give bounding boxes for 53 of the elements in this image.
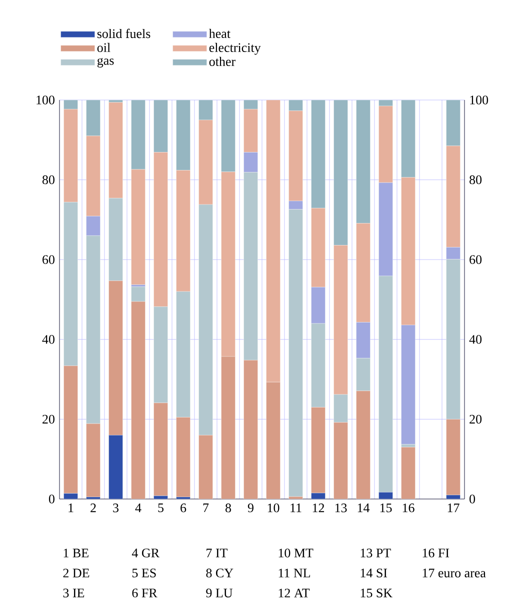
y2-tick-label: 0: [469, 494, 475, 504]
legend-label: heat: [208, 28, 230, 38]
text: 2 DE: [63, 568, 89, 578]
legend-label: electricity: [209, 42, 261, 55]
x-tick-label: 1: [68, 504, 73, 512]
x-tick-label: 12: [312, 504, 324, 512]
text: 4 GR: [132, 548, 160, 558]
x-tick-label: 6: [180, 504, 186, 512]
text: 17 euro area: [422, 568, 486, 578]
y2-tick-label: 60: [469, 255, 482, 264]
y-tick-label: 0: [48, 494, 54, 504]
text: 13 PT: [360, 548, 391, 558]
x-tick-label: 16: [402, 504, 414, 512]
text: 6 FR: [132, 588, 158, 598]
y-tick-label: 80: [42, 175, 54, 184]
text: 16 FI: [422, 548, 449, 558]
text: 12 AT: [278, 588, 310, 598]
bar: [400, 447, 416, 500]
x-tick-label: 15: [380, 504, 392, 512]
y-tick-label: 40: [42, 335, 54, 344]
legend-label: oil: [97, 42, 110, 52]
text: 5 ES: [132, 568, 156, 578]
x-tick-label: 14: [358, 504, 370, 512]
x-tick-label: 5: [158, 504, 164, 512]
y2-tick-label: 20: [469, 414, 482, 424]
legend-label: solid fuels: [97, 28, 150, 38]
x-tick-label: 7: [203, 504, 208, 512]
text: 8 CY: [206, 568, 233, 578]
text: 1 BE: [64, 548, 88, 558]
text: 10 MT: [278, 548, 313, 558]
y2-tick-label: 100: [470, 96, 488, 104]
text: 11 NL: [278, 568, 310, 578]
x-tick-label: 17: [448, 504, 460, 512]
x-tick-label: 9: [248, 504, 254, 512]
text: 3 IE: [63, 588, 84, 598]
x-tick-label: 13: [335, 504, 346, 512]
x-tick-label: 8: [225, 504, 231, 512]
y-tick-label: 20: [42, 414, 54, 424]
text: 7 IT: [206, 548, 228, 558]
x-tick-label: 11: [290, 504, 301, 512]
text: 15 SK: [360, 588, 392, 598]
legend-label: other: [209, 56, 236, 66]
text: 9 LU: [206, 588, 232, 598]
text: 14 SI: [360, 568, 387, 578]
y2-tick-label: 40: [469, 335, 482, 344]
y2-tick-label: 80: [469, 175, 482, 184]
x-tick-label: 10: [268, 504, 279, 512]
legend-label: gas: [97, 58, 114, 68]
x-tick-label: 2: [90, 504, 96, 512]
y-tick-label: 60: [42, 255, 54, 264]
x-tick-label: 4: [135, 504, 142, 512]
x-tick-label: 3: [112, 504, 118, 512]
y-tick-label: 100: [36, 96, 54, 104]
